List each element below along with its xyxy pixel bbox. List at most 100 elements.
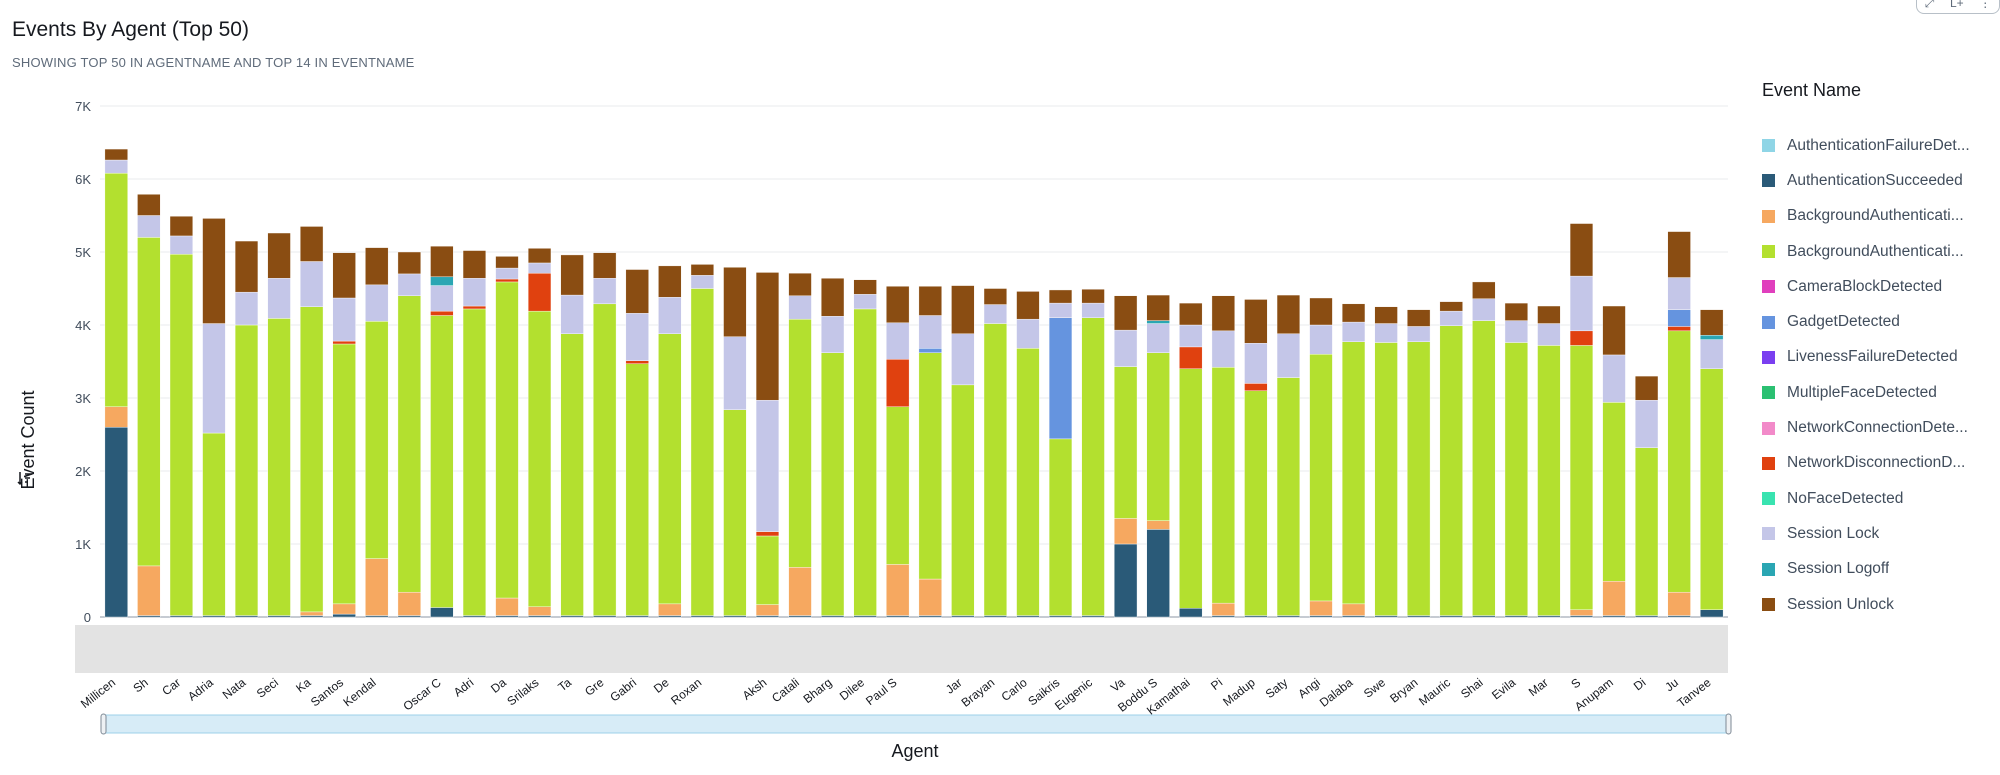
bar-segment[interactable] [1569, 615, 1594, 618]
bar-segment[interactable] [332, 603, 356, 615]
bar-segment[interactable] [658, 297, 682, 334]
bar-segment[interactable] [1439, 301, 1463, 312]
bar-segment[interactable] [1081, 302, 1105, 318]
bar-segment[interactable] [430, 310, 454, 316]
bar-segment[interactable] [1472, 298, 1496, 321]
legend-item[interactable]: AuthenticationSucceeded [1762, 163, 1998, 198]
bar-segment[interactable] [1635, 615, 1659, 618]
bar-segment[interactable] [527, 248, 552, 264]
bar-segment[interactable] [1341, 303, 1366, 323]
scrollbar-handle-right[interactable] [1725, 713, 1732, 735]
bar-segment[interactable] [365, 247, 389, 286]
bar-segment[interactable] [1569, 223, 1594, 277]
bar-segment[interactable] [527, 606, 552, 616]
bar-segment[interactable] [1537, 305, 1561, 324]
bar-segment[interactable] [1407, 615, 1431, 618]
bar-segment[interactable] [1700, 368, 1724, 610]
bar-segment[interactable] [1504, 342, 1528, 616]
bar-segment[interactable] [1667, 309, 1691, 327]
bar-segment[interactable] [788, 272, 812, 297]
bar-segment[interactable] [1211, 367, 1235, 604]
bar-segment[interactable] [1700, 309, 1724, 336]
bar-segment[interactable] [1635, 375, 1659, 401]
bar-segment[interactable] [1016, 615, 1040, 618]
bar-segment[interactable] [983, 323, 1007, 616]
bar-segment[interactable] [593, 303, 617, 616]
bar-segment[interactable] [332, 613, 356, 618]
bar-segment[interactable] [1569, 275, 1594, 332]
bar-segment[interactable] [202, 323, 226, 434]
scrollbar-track[interactable] [102, 714, 1730, 734]
bar-stack[interactable] [1146, 294, 1170, 618]
bar-segment[interactable] [625, 360, 649, 364]
bar-segment[interactable] [1211, 295, 1235, 332]
bar-segment[interactable] [1569, 330, 1594, 346]
bar-segment[interactable] [1374, 615, 1398, 618]
bar-segment[interactable] [1276, 615, 1301, 618]
bar-stack[interactable] [1700, 309, 1724, 618]
bar-segment[interactable] [495, 281, 519, 599]
legend-item[interactable]: BackgroundAuthenticati... [1762, 199, 1998, 234]
bar-stack[interactable] [202, 218, 226, 618]
legend-item[interactable]: Session Lock [1762, 516, 1998, 551]
bar-segment[interactable] [788, 567, 812, 616]
bar-stack[interactable] [527, 248, 552, 618]
bar-segment[interactable] [397, 295, 421, 593]
bar-segment[interactable] [1048, 615, 1073, 618]
bar-segment[interactable] [1439, 325, 1463, 616]
bar-segment[interactable] [1635, 399, 1659, 448]
bar-segment[interactable] [1114, 543, 1138, 618]
bar-stack[interactable] [1211, 295, 1235, 618]
bar-stack[interactable] [1569, 223, 1594, 618]
bar-segment[interactable] [1667, 591, 1691, 616]
bar-stack[interactable] [853, 279, 877, 618]
bar-segment[interactable] [495, 267, 519, 280]
bar-segment[interactable] [1667, 615, 1691, 618]
bar-segment[interactable] [1211, 602, 1235, 616]
bar-segment[interactable] [1504, 615, 1528, 618]
bar-segment[interactable] [462, 615, 487, 618]
bar-segment[interactable] [1244, 299, 1268, 344]
bar-segment[interactable] [1276, 377, 1301, 616]
bar-stack[interactable] [1472, 281, 1496, 618]
bar-segment[interactable] [104, 159, 128, 174]
bar-segment[interactable] [234, 291, 259, 326]
bar-stack[interactable] [234, 240, 259, 618]
bar-segment[interactable] [1341, 615, 1366, 618]
legend-item[interactable]: GadgetDetected [1762, 304, 1998, 339]
bar-segment[interactable] [169, 253, 193, 616]
bar-segment[interactable] [821, 352, 845, 616]
bar-stack[interactable] [430, 245, 454, 618]
bar-segment[interactable] [1146, 352, 1170, 521]
bar-stack[interactable] [1276, 294, 1301, 618]
bar-segment[interactable] [1504, 302, 1528, 321]
bar-segment[interactable] [1341, 321, 1366, 342]
bar-segment[interactable] [951, 333, 975, 386]
bar-segment[interactable] [690, 288, 714, 616]
bar-segment[interactable] [755, 272, 780, 401]
bar-segment[interactable] [430, 276, 454, 286]
bar-segment[interactable] [430, 607, 454, 618]
bar-segment[interactable] [1667, 326, 1691, 332]
bar-segment[interactable] [690, 615, 714, 618]
bar-segment[interactable] [1114, 295, 1138, 331]
bar-segment[interactable] [1048, 302, 1073, 318]
bar-stack[interactable] [332, 252, 356, 618]
bar-segment[interactable] [1016, 318, 1040, 349]
bar-segment[interactable] [1537, 615, 1561, 618]
bar-segment[interactable] [1244, 615, 1268, 618]
bar-segment[interactable] [137, 565, 161, 616]
bar-segment[interactable] [1244, 383, 1268, 391]
bar-segment[interactable] [1048, 289, 1073, 304]
bar-segment[interactable] [1309, 324, 1333, 355]
bar-segment[interactable] [104, 172, 128, 407]
bar-segment[interactable] [137, 237, 161, 567]
bar-segment[interactable] [918, 348, 942, 353]
bar-segment[interactable] [365, 615, 389, 618]
bar-stack[interactable] [462, 250, 487, 618]
bar-segment[interactable] [365, 284, 389, 322]
bar-segment[interactable] [267, 318, 291, 616]
bar-segment[interactable] [1472, 281, 1496, 299]
bar-segment[interactable] [1602, 581, 1626, 616]
bar-segment[interactable] [1569, 345, 1594, 610]
